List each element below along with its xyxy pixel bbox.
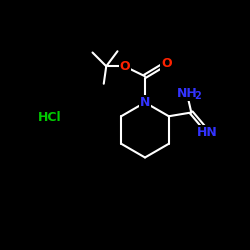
Text: O: O bbox=[120, 60, 130, 73]
Text: 2: 2 bbox=[194, 91, 201, 101]
Text: O: O bbox=[161, 57, 172, 70]
Text: N: N bbox=[140, 96, 150, 109]
Text: HN: HN bbox=[197, 126, 218, 139]
Text: HCl: HCl bbox=[38, 111, 62, 124]
Text: NH: NH bbox=[177, 87, 198, 100]
